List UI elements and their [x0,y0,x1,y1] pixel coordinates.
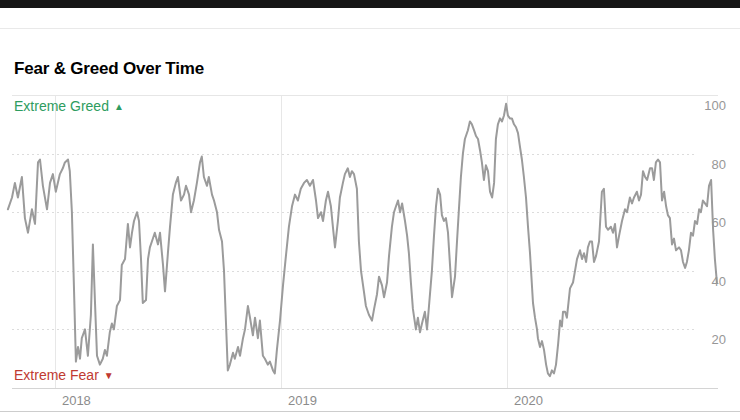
y-axis-tick-label: 100 [704,99,726,112]
y-axis-tick-label: 40 [712,275,726,288]
triangle-down-icon: ▼ [104,370,114,381]
extreme-fear-annotation: Extreme Fear ▼ [14,367,114,385]
extreme-fear-label: Extreme Fear [14,367,99,383]
extreme-greed-label: Extreme Greed [14,98,109,114]
x-axis-tick-label: 2019 [288,394,317,407]
y-axis-tick-label: 20 [712,333,726,346]
fear-greed-line-chart [0,0,740,420]
y-axis-tick-label: 60 [712,216,726,229]
bottom-divider [0,411,740,412]
triangle-up-icon: ▲ [114,101,124,112]
fear-greed-chart-canvas[interactable]: Extreme Greed ▲ Extreme Fear ▼ 100 80 60 4… [0,0,740,420]
page: Fear & Greed Over Time Extreme Greed▲ Ex… [0,0,740,420]
x-axis-tick-label: 2020 [514,394,543,407]
x-axis-tick-label: 2018 [62,394,91,407]
extreme-greed-annotation: Extreme Greed ▲ [14,98,124,116]
y-axis-tick-label: 80 [712,158,726,171]
